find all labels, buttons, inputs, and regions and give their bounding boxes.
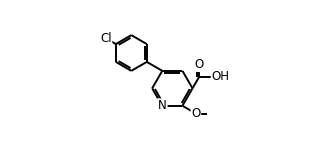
Text: O: O (191, 107, 201, 120)
Text: N: N (158, 99, 167, 112)
Text: O: O (194, 58, 204, 71)
Text: OH: OH (211, 70, 229, 83)
Text: Cl: Cl (100, 32, 112, 45)
